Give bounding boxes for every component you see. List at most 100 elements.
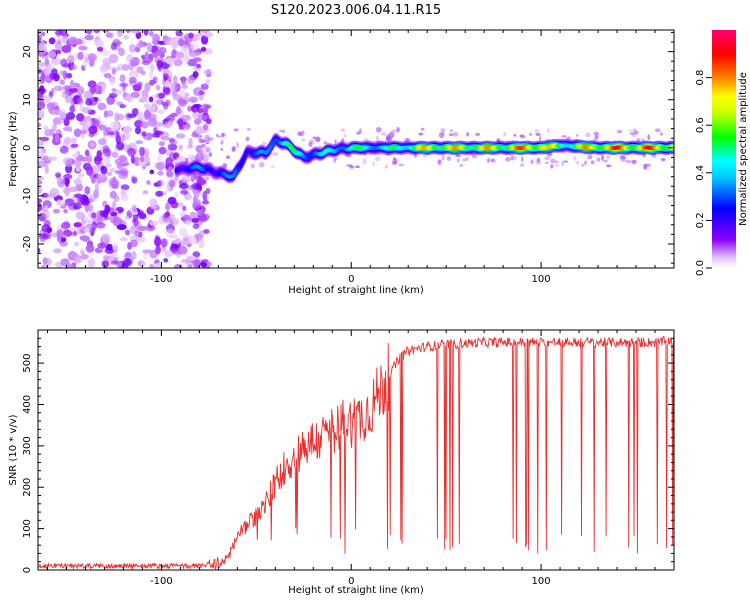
- noise-blob: [119, 104, 126, 109]
- noise-blob: [38, 122, 42, 128]
- noise-blob: [52, 117, 63, 125]
- noise-speck: [587, 154, 593, 158]
- noise-blob: [72, 152, 79, 159]
- noise-speck: [625, 159, 632, 164]
- noise-blob: [157, 154, 162, 163]
- noise-blob: [70, 137, 77, 144]
- noise-speck: [505, 157, 511, 162]
- noise-blob: [65, 159, 72, 168]
- noise-blob: [38, 101, 46, 110]
- noise-blob: [91, 178, 96, 184]
- noise-speck: [593, 137, 598, 141]
- noise-blob: [110, 121, 120, 131]
- noise-blob: [80, 217, 86, 227]
- noise-blob: [44, 128, 54, 137]
- noise-speck: [245, 136, 250, 142]
- noise-blob: [97, 46, 104, 52]
- noise-blob: [78, 45, 88, 51]
- noise-blob: [97, 242, 107, 249]
- noise-blob: [118, 154, 127, 162]
- noise-blob: [155, 246, 162, 255]
- noise-blob: [128, 44, 137, 53]
- noise-blob: [195, 125, 203, 135]
- noise-speck: [584, 160, 588, 166]
- spectrogram-signal-trace: [174, 132, 674, 184]
- noise-blob: [173, 58, 183, 67]
- noise-blob: [41, 224, 51, 233]
- noise-blob: [40, 264, 48, 268]
- noise-speck: [547, 128, 550, 134]
- noise-blob: [178, 144, 183, 151]
- noise-speck: [440, 128, 446, 132]
- noise-blob: [203, 69, 213, 75]
- noise-speck: [602, 159, 608, 163]
- noise-blob: [73, 222, 83, 228]
- noise-blob: [178, 38, 185, 47]
- noise-blob: [93, 96, 99, 102]
- noise-blob: [178, 118, 184, 128]
- noise-speck: [390, 129, 397, 133]
- noise-blob: [149, 79, 155, 86]
- noise-blob: [69, 79, 75, 89]
- x-tick-label: 100: [532, 274, 551, 285]
- noise-speck: [450, 129, 453, 133]
- noise-blob: [173, 192, 180, 198]
- noise-blob: [105, 243, 114, 251]
- noise-blob: [157, 109, 165, 115]
- trace-cell: [240, 158, 246, 163]
- noise-blob: [162, 213, 169, 219]
- noise-blob: [198, 238, 205, 249]
- noise-blob: [93, 189, 99, 199]
- noise-blob: [200, 262, 208, 268]
- noise-blob: [155, 190, 164, 197]
- noise-blob: [101, 260, 110, 268]
- noise-blob: [67, 126, 73, 133]
- noise-blob: [84, 186, 91, 195]
- noise-blob: [85, 30, 93, 35]
- noise-blob: [73, 178, 82, 185]
- noise-blob: [75, 211, 86, 220]
- noise-speck: [372, 161, 375, 167]
- noise-speck: [279, 129, 285, 133]
- snr-series-line: [38, 335, 674, 570]
- noise-blob: [204, 104, 212, 109]
- noise-blob: [59, 79, 65, 85]
- colorbar-tick-label: 0.6: [695, 117, 706, 133]
- noise-speck: [272, 152, 279, 156]
- noise-speck: [446, 156, 452, 162]
- noise-blob: [152, 46, 162, 52]
- noise-speck: [654, 128, 661, 133]
- noise-blob: [125, 251, 132, 258]
- noise-blob: [61, 90, 70, 99]
- noise-blob: [60, 258, 70, 267]
- noise-blob: [48, 37, 56, 45]
- noise-blob: [142, 190, 149, 195]
- noise-blob: [187, 105, 192, 112]
- noise-blob: [46, 102, 54, 111]
- noise-blob: [85, 149, 90, 157]
- noise-blob: [192, 223, 200, 229]
- snr-xlabel: Height of straight line (km): [288, 585, 424, 596]
- noise-blob: [122, 258, 132, 267]
- noise-blob: [165, 202, 171, 211]
- noise-blob: [60, 58, 68, 67]
- noise-blob: [123, 34, 130, 40]
- noise-blob: [163, 258, 169, 263]
- noise-speck: [206, 137, 213, 142]
- noise-blob: [73, 230, 77, 236]
- noise-speck: [645, 163, 651, 167]
- noise-blob: [168, 137, 175, 143]
- noise-blob: [128, 77, 137, 84]
- noise-blob: [122, 82, 126, 92]
- noise-blob: [166, 167, 173, 177]
- noise-blob: [52, 123, 57, 132]
- noise-speck: [576, 160, 579, 165]
- noise-blob: [151, 94, 159, 99]
- noise-blob: [103, 72, 112, 79]
- noise-blob: [200, 83, 209, 90]
- noise-speck: [308, 141, 313, 148]
- noise-blob: [130, 155, 135, 164]
- noise-blob: [97, 102, 107, 111]
- noise-blob: [110, 211, 118, 217]
